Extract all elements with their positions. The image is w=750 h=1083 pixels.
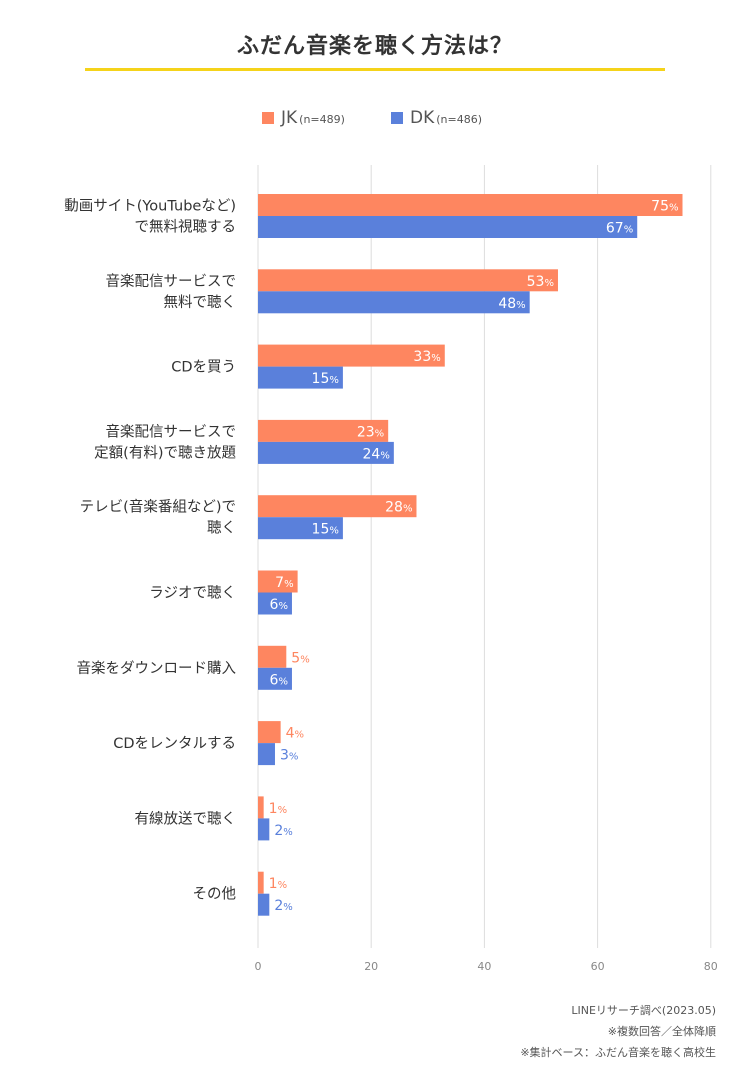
data-label: 15%: [312, 371, 339, 387]
data-label: 53%: [527, 274, 554, 290]
legend-swatch-dk: [391, 112, 403, 124]
bar-jk: [258, 269, 558, 292]
data-label: 48%: [498, 296, 525, 312]
legend-item-dk: DK (n=486): [391, 108, 482, 128]
bar-jk: [258, 796, 264, 819]
data-label: 1%: [269, 801, 287, 817]
data-label: 5%: [291, 650, 309, 666]
category-label: テレビ(音楽番組など)で: [80, 499, 236, 516]
bar-chart: 0 20 40 60 80 動画サイト(YouTubeなど) で無料視聴する 75% 67% 音楽…: [64, 165, 718, 973]
data-label: 67%: [606, 221, 633, 237]
data-label: 2%: [274, 823, 292, 839]
bar-dk: [258, 592, 292, 615]
answer-note: ※複数回答／全体降順: [607, 1025, 716, 1038]
bar-jk: [258, 194, 683, 216]
bar-dk: [258, 291, 530, 314]
bar-dk: [258, 667, 292, 690]
legend-label-jk: JK: [281, 108, 298, 128]
data-label: 24%: [362, 446, 389, 462]
data-label: 4%: [286, 726, 304, 742]
legend-count-jk: (n=489): [299, 113, 345, 126]
x-tick-label: 40: [477, 960, 491, 973]
base-note: ※集計ベース：ふだん音楽を聴く高校生: [520, 1046, 716, 1059]
category-label: 聴く: [207, 520, 236, 537]
bar-jk: [258, 645, 287, 668]
data-label: 7%: [275, 575, 293, 591]
bar-dk: [258, 743, 275, 766]
bar-dk: [258, 893, 270, 916]
legend-count-dk: (n=486): [436, 113, 483, 126]
bar-jk: [258, 871, 264, 894]
x-tick-label: 60: [591, 960, 605, 973]
bar-dk: [258, 818, 270, 841]
legend-item-jk: JK (n=489): [262, 108, 345, 128]
x-tick-label: 20: [364, 960, 378, 973]
data-label: 75%: [651, 199, 678, 215]
category-label: 音楽配信サービスで: [106, 423, 237, 440]
bar-dk: [258, 216, 638, 238]
category-label: 定額(有料)で聴き放題: [94, 444, 236, 461]
data-label: 28%: [385, 500, 412, 516]
data-label: 23%: [357, 424, 384, 440]
footer-notes: LINEリサーチ調べ(2023.05) ※複数回答／全体降順 ※集計ベース：ふだ…: [520, 1000, 716, 1063]
source-note: LINEリサーチ調べ(2023.05): [571, 1004, 716, 1017]
data-label: 2%: [274, 898, 292, 914]
bar-jk: [258, 721, 281, 744]
category-label: で無料視聴する: [135, 219, 237, 236]
data-label: 1%: [269, 876, 287, 892]
bar-dk: [258, 517, 343, 540]
category-label: その他: [193, 886, 237, 903]
category-label: CDを買う: [171, 359, 236, 376]
data-label: 15%: [312, 522, 339, 538]
bar-dk: [258, 366, 343, 389]
bar-jk: [258, 344, 445, 367]
legend-label-dk: DK: [410, 108, 435, 128]
data-label: 6%: [270, 597, 288, 613]
chart-title: ふだん音楽を聴く方法は？: [236, 34, 513, 59]
category-label: ラジオで聴く: [149, 585, 236, 602]
x-tick-label: 0: [255, 960, 262, 973]
category-label: CDをレンタルする: [113, 735, 236, 752]
data-label: 33%: [413, 349, 440, 365]
x-tick-label: 80: [704, 960, 718, 973]
legend: JK (n=489) DK (n=486): [0, 108, 750, 128]
bar-dk: [258, 441, 394, 464]
category-label: 有線放送で聴く: [135, 810, 237, 827]
title-underline: [85, 68, 665, 71]
bar-jk: [258, 570, 298, 593]
bar-jk: [258, 419, 389, 442]
category-label: 音楽配信サービスで: [106, 273, 237, 290]
legend-swatch-jk: [262, 112, 274, 124]
data-label: 6%: [270, 672, 288, 688]
category-label: 無料で聴く: [164, 294, 237, 311]
category-label: 音楽をダウンロード購入: [77, 660, 237, 677]
data-label: 3%: [280, 748, 298, 764]
bar-jk: [258, 495, 417, 518]
category-label: 動画サイト(YouTubeなど): [64, 198, 236, 215]
